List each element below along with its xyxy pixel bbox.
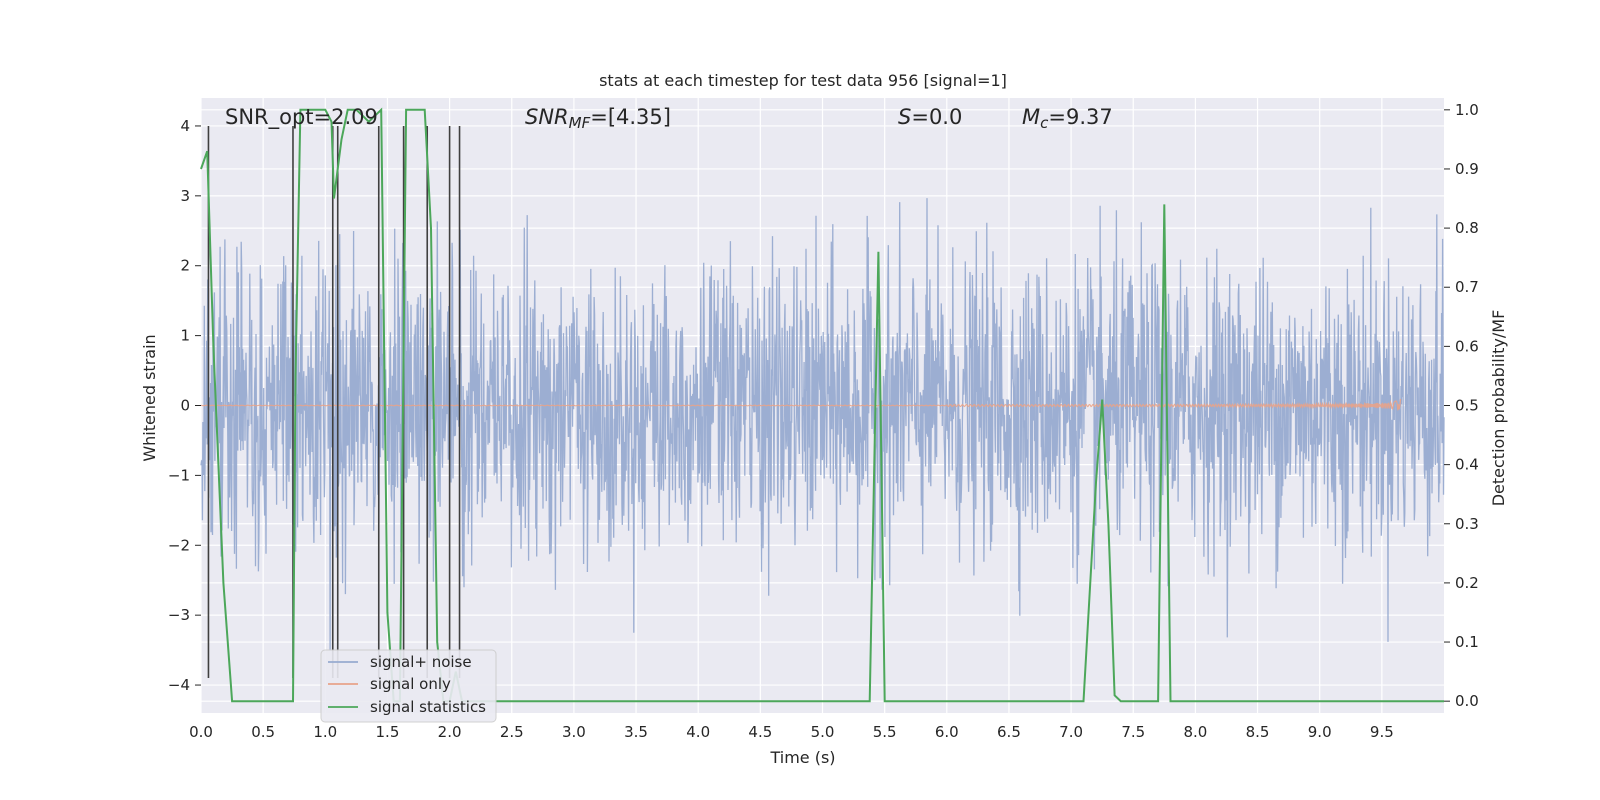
y-tick-label-left: 1 bbox=[180, 327, 190, 345]
y-tick-label-right: 0.7 bbox=[1455, 278, 1479, 296]
x-tick-label: 9.0 bbox=[1308, 723, 1332, 741]
annotation-mc-base: M bbox=[1022, 105, 1040, 129]
annotation-s-label: S bbox=[898, 105, 911, 129]
annotation-snr-opt: SNR_opt=2.09 bbox=[225, 105, 378, 130]
y-tick-label-right: 0.2 bbox=[1455, 574, 1479, 592]
y-tick-label-right: 0.8 bbox=[1455, 219, 1479, 237]
annotation-s-value: =0.0 bbox=[911, 105, 962, 129]
y-tick-label-right: 0.9 bbox=[1455, 160, 1479, 178]
chart-title: stats at each timestep for test data 956… bbox=[599, 71, 1007, 90]
y-tick-label-right: 1.0 bbox=[1455, 101, 1479, 119]
x-tick-label: 8.5 bbox=[1246, 723, 1270, 741]
x-tick-label: 3.5 bbox=[624, 723, 648, 741]
y-tick-label-left: 3 bbox=[180, 187, 190, 205]
y-tick-label-right: 0.4 bbox=[1455, 456, 1479, 474]
y-tick-label-left: −3 bbox=[168, 606, 190, 624]
legend-label-signal-statistics: signal statistics bbox=[370, 698, 486, 716]
signal-statistics-series bbox=[200, 107, 1444, 703]
y-axis-left-label: Whitened strain bbox=[140, 334, 159, 461]
y-tick-label-right: 0.0 bbox=[1455, 692, 1479, 710]
annotation-s: S=0.0 bbox=[898, 105, 962, 129]
y-tick-label-left: 2 bbox=[180, 257, 190, 275]
x-tick-label: 8.0 bbox=[1183, 723, 1207, 741]
x-tick-label: 6.0 bbox=[935, 723, 959, 741]
y-tick-label-left: −1 bbox=[168, 466, 190, 484]
y-tick-label-right: 0.5 bbox=[1455, 397, 1479, 415]
x-tick-label: 0.0 bbox=[189, 723, 213, 741]
x-tick-label: 1.0 bbox=[313, 723, 337, 741]
x-tick-label: 7.5 bbox=[1121, 723, 1145, 741]
x-tick-label: 4.5 bbox=[748, 723, 772, 741]
annotation-mc-sub: c bbox=[1040, 114, 1049, 132]
x-tick-label: 4.0 bbox=[686, 723, 710, 741]
y-tick-label-right: 0.1 bbox=[1455, 633, 1479, 651]
x-tick-label: 5.0 bbox=[811, 723, 835, 741]
legend-box bbox=[320, 649, 497, 723]
x-axis-ticks: 0.0 0.5 1.0 1.5 2.0 2.5 3.0 3.5 4.0 4.5 5.0 5.5 6.0 6… bbox=[189, 723, 1394, 741]
annotation-mc-value: =9.37 bbox=[1048, 105, 1112, 129]
x-tick-label: 9.5 bbox=[1370, 723, 1394, 741]
legend-label-signal-only: signal only bbox=[370, 675, 451, 693]
legend: signal+ noise signal only signal statist… bbox=[320, 649, 497, 723]
signal-only-line bbox=[200, 398, 1402, 411]
x-axis-label: Time (s) bbox=[769, 748, 835, 767]
annotation-mc: Mc=9.37 bbox=[1022, 105, 1113, 132]
signal-noise-line bbox=[200, 198, 1445, 651]
y-axis-right-ticks: 1.0 0.9 0.8 0.7 0.6 0.5 0.4 0.3 0.2 0.1 0.0 bbox=[1444, 101, 1479, 710]
y-tick-label-right: 0.6 bbox=[1455, 337, 1479, 355]
y-tick-label-right: 0.3 bbox=[1455, 515, 1479, 533]
x-tick-label: 2.0 bbox=[438, 723, 462, 741]
x-tick-label: 3.0 bbox=[562, 723, 586, 741]
x-tick-label: 2.5 bbox=[500, 723, 524, 741]
y-tick-label-left: −4 bbox=[168, 676, 190, 694]
signal-statistics-line bbox=[200, 107, 1444, 703]
signal-noise-series bbox=[200, 198, 1445, 651]
x-tick-label: 0.5 bbox=[251, 723, 275, 741]
legend-label-signal-noise: signal+ noise bbox=[370, 653, 472, 671]
x-tick-label: 7.0 bbox=[1059, 723, 1083, 741]
annotation-snr-mf-value: =[4.35] bbox=[590, 105, 671, 129]
y-axis-left-ticks: 4 3 2 1 0 −1 −2 −3 −4 bbox=[168, 117, 201, 694]
annotation-snr-mf-base: SNR bbox=[525, 105, 569, 129]
signal-only-series bbox=[200, 398, 1402, 411]
x-tick-label: 6.5 bbox=[997, 723, 1021, 741]
x-tick-label: 5.5 bbox=[873, 723, 897, 741]
x-tick-label: 1.5 bbox=[376, 723, 400, 741]
y-tick-label-left: 4 bbox=[180, 117, 190, 135]
y-axis-right-label: Detection probability/MF bbox=[1489, 310, 1508, 507]
annotation-snr-mf-sub: MF bbox=[569, 114, 591, 132]
annotation-snr-mf: SNRMF=[4.35] bbox=[525, 105, 671, 132]
y-tick-label-left: 0 bbox=[180, 397, 190, 415]
y-tick-label-left: −2 bbox=[168, 536, 190, 554]
